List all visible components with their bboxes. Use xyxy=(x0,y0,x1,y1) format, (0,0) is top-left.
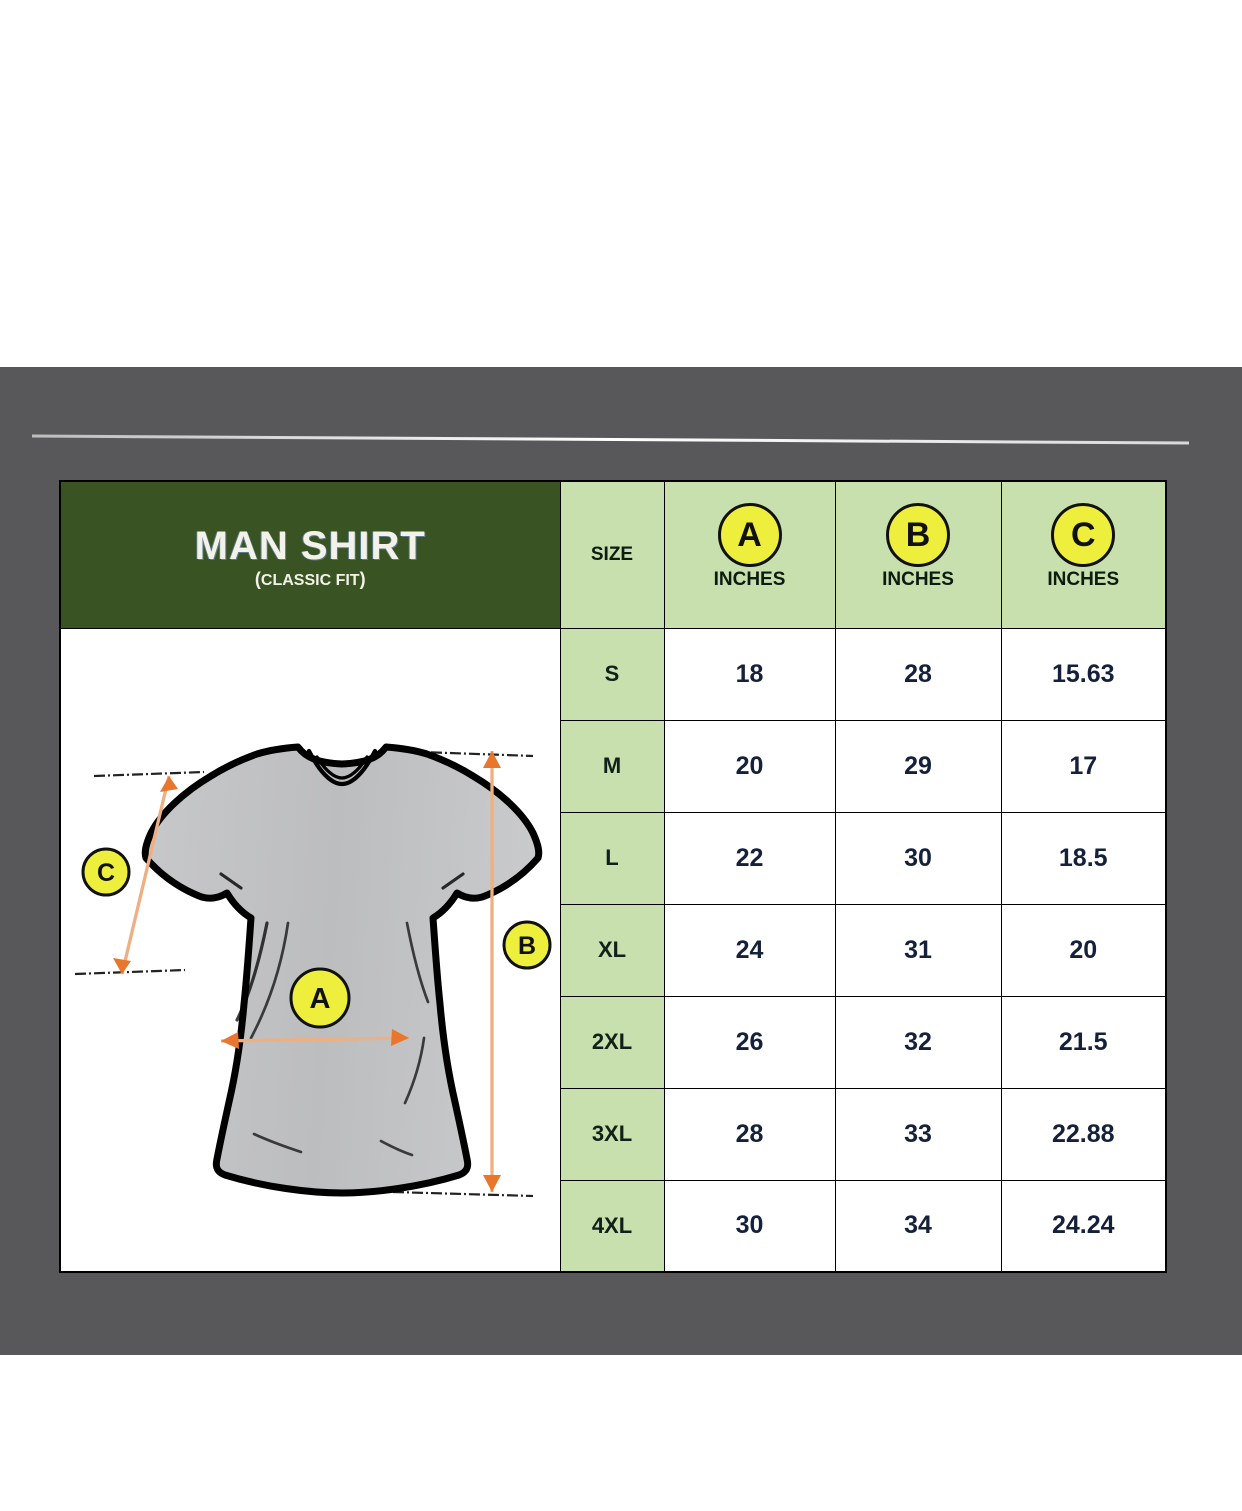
svg-text:C: C xyxy=(97,859,115,887)
svg-text:B: B xyxy=(518,932,536,960)
svg-text:A: A xyxy=(310,983,331,1015)
